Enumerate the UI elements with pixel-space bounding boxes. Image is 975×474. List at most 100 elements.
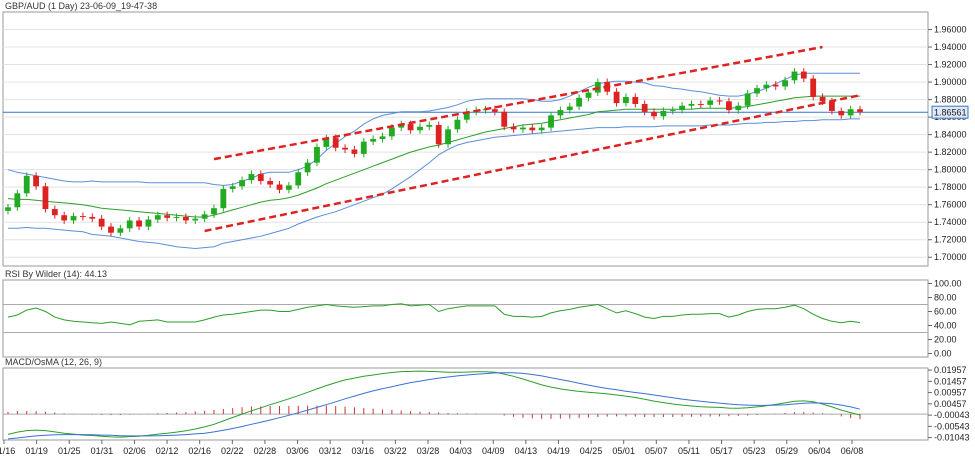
x-axis-tick-label: 03/22 — [384, 446, 407, 456]
candle-body — [585, 92, 592, 98]
x-axis-tick-label: 05/17 — [710, 446, 733, 456]
candle-body — [267, 181, 274, 185]
price-y-tick-label: 1.94000 — [934, 42, 967, 52]
candle-body — [370, 139, 377, 142]
candle-body — [576, 97, 583, 107]
candle-body — [285, 185, 292, 190]
macd-y-tick-label: -0.00543 — [934, 421, 970, 431]
x-axis-tick-label: 05/01 — [612, 446, 635, 456]
x-axis-tick-label: 03/16 — [352, 446, 375, 456]
candle-body — [5, 207, 11, 211]
candle-body — [164, 215, 171, 218]
macd-y-tick-label: 0.01457 — [934, 376, 967, 386]
candle-body — [716, 100, 723, 102]
candle-body — [697, 103, 704, 105]
candle-body — [276, 184, 283, 190]
rsi-y-tick-label: 20.00 — [934, 335, 957, 345]
price-y-tick-label: 1.72000 — [934, 235, 967, 245]
candle-body — [791, 71, 798, 81]
y-axis-labels: 1.960001.940001.920001.900001.880001.860… — [928, 25, 970, 443]
x-axis-tick-label: 05/07 — [645, 446, 668, 456]
candle-body — [810, 78, 817, 97]
price-y-tick-label: 1.78000 — [934, 182, 967, 192]
candle-body — [641, 103, 648, 112]
candle-body — [201, 214, 208, 219]
candle-body — [735, 105, 742, 111]
price-y-tick-label: 1.82000 — [934, 147, 967, 157]
grid-lines — [3, 29, 928, 258]
x-axis-tick-label: 05/11 — [678, 446, 700, 456]
candle-body — [229, 186, 236, 189]
rsi-y-tick-label: 100.00 — [934, 279, 962, 289]
x-axis-tick-label: 02/22 — [221, 446, 244, 456]
candle-body — [407, 124, 414, 131]
price-y-tick-label: 1.70000 — [934, 252, 967, 262]
x-axis-tick-label: 05/29 — [776, 446, 799, 456]
candle-body — [782, 80, 789, 87]
price-y-tick-label: 1.80000 — [934, 165, 967, 175]
candle-body — [435, 124, 442, 145]
candle-body — [42, 186, 49, 210]
candle-body — [98, 218, 105, 227]
macd-y-tick-label: 0.00957 — [934, 388, 967, 398]
rsi-plot — [3, 303, 928, 333]
rsi-line — [7, 303, 861, 326]
current-price-marker: 1.86561 — [931, 105, 969, 119]
x-axis-tick-label: 06/08 — [841, 446, 864, 456]
candle-body — [351, 149, 358, 154]
candle-body — [754, 88, 760, 94]
x-axis-tick-label: 06/04 — [808, 446, 831, 456]
rsi-y-tick-label: 60.00 — [934, 307, 957, 317]
macd-signal-line — [7, 372, 861, 440]
candle-body — [491, 109, 498, 112]
candle-body — [857, 109, 863, 112]
candle-body — [426, 124, 433, 127]
macd-y-tick-label: 0.00457 — [934, 399, 967, 409]
candle-body — [89, 216, 96, 219]
candle-body — [79, 216, 86, 218]
candle-body — [660, 110, 667, 117]
candle-body — [360, 141, 367, 154]
x-axis-tick-label: 02/06 — [123, 446, 146, 456]
rsi-panel-frame — [2, 279, 929, 358]
candle-body — [332, 138, 339, 148]
candle-body — [510, 126, 517, 130]
candle-body — [323, 138, 330, 147]
candle-body — [211, 208, 217, 215]
candle-body — [257, 174, 264, 182]
candle-body — [388, 127, 395, 137]
price-y-tick-label: 1.92000 — [934, 60, 967, 70]
trend-channel-line — [213, 45, 823, 161]
candle-body — [688, 103, 695, 106]
x-axis-tick-label: 03/06 — [286, 446, 309, 456]
candle-body — [173, 216, 180, 218]
candle-body — [295, 172, 302, 186]
rsi-panel-title: RSI By Wilder (14): 44.13 — [5, 269, 107, 279]
candle-body — [51, 209, 58, 216]
candle-body — [557, 110, 564, 116]
candle-body — [763, 84, 770, 89]
candle-body — [70, 216, 77, 221]
macd-y-tick-label: -0.00043 — [934, 410, 970, 420]
rsi-y-tick-label: 80.00 — [934, 293, 957, 303]
candle-body — [108, 226, 114, 233]
macd-line — [7, 370, 861, 438]
candle-body — [154, 215, 161, 220]
candle-body — [566, 106, 573, 111]
price-panel-frame — [2, 11, 929, 267]
candle-body — [623, 96, 629, 104]
candle-body — [613, 91, 620, 104]
rsi-y-tick-label: 40.00 — [934, 321, 957, 331]
current-price-box — [931, 105, 969, 119]
candle-body — [304, 162, 311, 173]
candle-body — [220, 188, 227, 209]
macd-y-tick-label: -0.01043 — [934, 433, 970, 443]
x-axis-tick-label: 02/16 — [188, 446, 211, 456]
candle-body — [454, 119, 461, 130]
x-axis-tick-label: 01/31 — [91, 446, 114, 456]
candle-body — [117, 228, 124, 233]
candle-body — [314, 146, 320, 163]
current-price-label: 1.86561 — [934, 108, 967, 118]
candle-body — [829, 101, 835, 111]
